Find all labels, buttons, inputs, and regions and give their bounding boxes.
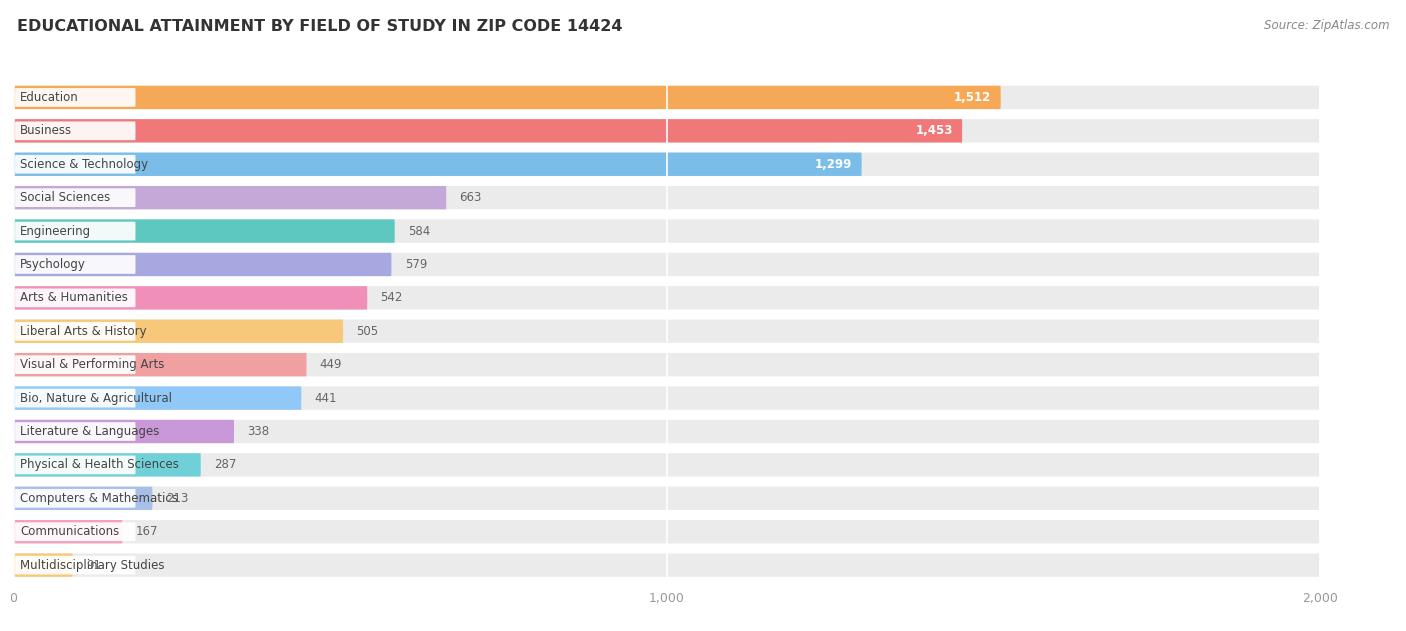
Text: Science & Technology: Science & Technology	[20, 158, 149, 171]
FancyBboxPatch shape	[14, 420, 233, 443]
Text: Literature & Languages: Literature & Languages	[20, 425, 160, 438]
FancyBboxPatch shape	[15, 389, 135, 408]
FancyBboxPatch shape	[15, 355, 135, 374]
Text: Physical & Health Sciences: Physical & Health Sciences	[20, 458, 179, 471]
FancyBboxPatch shape	[15, 489, 135, 508]
FancyBboxPatch shape	[14, 220, 395, 243]
FancyBboxPatch shape	[15, 288, 135, 307]
Text: 505: 505	[356, 325, 378, 338]
FancyBboxPatch shape	[14, 153, 1319, 176]
FancyBboxPatch shape	[15, 422, 135, 441]
Text: Communications: Communications	[20, 525, 120, 538]
Text: 1,512: 1,512	[953, 91, 991, 104]
Text: 584: 584	[408, 225, 430, 237]
FancyBboxPatch shape	[14, 319, 1319, 343]
FancyBboxPatch shape	[14, 386, 1319, 410]
FancyBboxPatch shape	[14, 319, 343, 343]
FancyBboxPatch shape	[14, 353, 1319, 376]
FancyBboxPatch shape	[14, 553, 73, 577]
Text: 441: 441	[315, 392, 337, 404]
FancyBboxPatch shape	[15, 122, 135, 140]
Text: Education: Education	[20, 91, 79, 104]
Text: Social Sciences: Social Sciences	[20, 191, 111, 204]
FancyBboxPatch shape	[15, 255, 135, 274]
Text: 1,453: 1,453	[915, 124, 953, 138]
Text: 579: 579	[405, 258, 427, 271]
Text: EDUCATIONAL ATTAINMENT BY FIELD OF STUDY IN ZIP CODE 14424: EDUCATIONAL ATTAINMENT BY FIELD OF STUDY…	[17, 19, 623, 34]
Text: Arts & Humanities: Arts & Humanities	[20, 292, 128, 304]
FancyBboxPatch shape	[14, 153, 862, 176]
Text: 213: 213	[166, 492, 188, 505]
Text: Business: Business	[20, 124, 72, 138]
FancyBboxPatch shape	[14, 253, 391, 276]
Text: Psychology: Psychology	[20, 258, 86, 271]
FancyBboxPatch shape	[14, 220, 1319, 243]
Text: Visual & Performing Arts: Visual & Performing Arts	[20, 358, 165, 371]
FancyBboxPatch shape	[15, 556, 135, 574]
FancyBboxPatch shape	[14, 420, 1319, 443]
FancyBboxPatch shape	[15, 188, 135, 207]
FancyBboxPatch shape	[15, 322, 135, 341]
FancyBboxPatch shape	[14, 186, 1319, 209]
FancyBboxPatch shape	[14, 253, 1319, 276]
FancyBboxPatch shape	[15, 88, 135, 107]
Text: 287: 287	[214, 458, 236, 471]
FancyBboxPatch shape	[14, 487, 152, 510]
FancyBboxPatch shape	[15, 221, 135, 240]
FancyBboxPatch shape	[14, 353, 307, 376]
FancyBboxPatch shape	[14, 553, 1319, 577]
Text: Liberal Arts & History: Liberal Arts & History	[20, 325, 146, 338]
Text: 1,299: 1,299	[814, 158, 852, 171]
FancyBboxPatch shape	[15, 456, 135, 475]
FancyBboxPatch shape	[14, 520, 1319, 543]
FancyBboxPatch shape	[14, 186, 446, 209]
Text: 167: 167	[135, 525, 159, 538]
FancyBboxPatch shape	[14, 386, 301, 410]
FancyBboxPatch shape	[14, 520, 122, 543]
Text: Engineering: Engineering	[20, 225, 91, 237]
FancyBboxPatch shape	[14, 453, 201, 476]
FancyBboxPatch shape	[15, 522, 135, 541]
FancyBboxPatch shape	[14, 86, 1001, 109]
Text: Bio, Nature & Agricultural: Bio, Nature & Agricultural	[20, 392, 173, 404]
FancyBboxPatch shape	[15, 155, 135, 174]
Text: 449: 449	[319, 358, 342, 371]
FancyBboxPatch shape	[14, 119, 962, 143]
FancyBboxPatch shape	[14, 286, 1319, 310]
FancyBboxPatch shape	[14, 119, 1319, 143]
Text: Source: ZipAtlas.com: Source: ZipAtlas.com	[1264, 19, 1389, 32]
Text: Computers & Mathematics: Computers & Mathematics	[20, 492, 179, 505]
FancyBboxPatch shape	[14, 453, 1319, 476]
Text: 663: 663	[460, 191, 482, 204]
FancyBboxPatch shape	[14, 487, 1319, 510]
Text: 542: 542	[381, 292, 404, 304]
FancyBboxPatch shape	[14, 286, 367, 310]
Text: Multidisciplinary Studies: Multidisciplinary Studies	[20, 558, 165, 572]
FancyBboxPatch shape	[14, 86, 1319, 109]
Text: 338: 338	[247, 425, 270, 438]
Text: 91: 91	[86, 558, 101, 572]
